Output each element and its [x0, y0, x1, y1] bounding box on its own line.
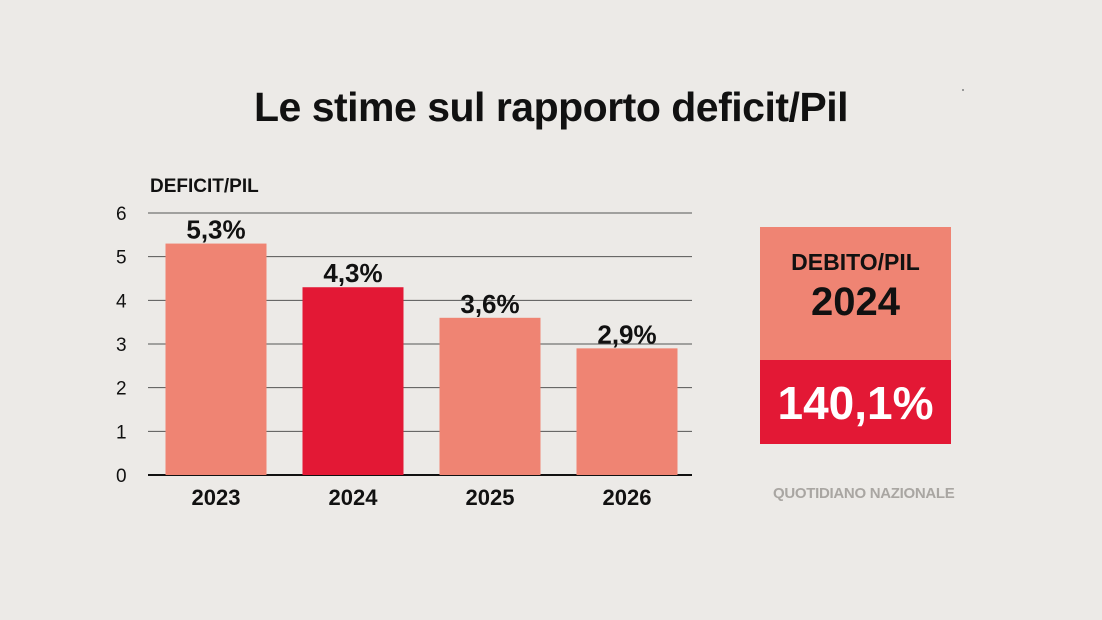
y-tick-label: 6	[116, 204, 127, 225]
bar-value-label: 2,9%	[597, 319, 656, 349]
bar-value-label: 5,3%	[186, 215, 245, 245]
x-tick-label: 2025	[466, 485, 515, 510]
y-tick-label: 2	[116, 379, 127, 400]
y-tick-label: 1	[116, 422, 127, 443]
y-tick-label: 0	[116, 466, 127, 487]
bar-2024	[302, 287, 404, 475]
bar-value-label: 3,6%	[460, 289, 519, 319]
source-credit: QUOTIDIANO NAZIONALE	[773, 485, 955, 502]
bar-2026	[576, 348, 678, 475]
debt-header-panel: DEBITO/PIL 2024	[760, 227, 951, 360]
y-tick-label: 3	[116, 335, 127, 356]
y-axis-title: DEFICIT/PIL	[150, 176, 259, 197]
debt-label: DEBITO/PIL	[791, 249, 920, 275]
x-tick-label: 2024	[329, 485, 379, 510]
debt-value-panel: 140,1%	[760, 360, 951, 444]
stray-mark	[962, 89, 964, 91]
y-tick-label: 4	[116, 291, 127, 312]
bar-2023	[165, 243, 267, 475]
debt-year: 2024	[811, 280, 900, 324]
x-tick-label: 2026	[603, 485, 652, 510]
y-tick-label: 5	[116, 248, 127, 269]
chart-title: Le stime sul rapporto deficit/Pil	[253, 84, 849, 130]
debt-value: 140,1%	[777, 377, 934, 429]
bar-2025	[439, 317, 541, 475]
x-tick-label: 2023	[192, 485, 241, 510]
bar-value-label: 4,3%	[323, 258, 382, 288]
debt-ratio-box: DEBITO/PIL 2024 140,1%	[760, 227, 951, 444]
